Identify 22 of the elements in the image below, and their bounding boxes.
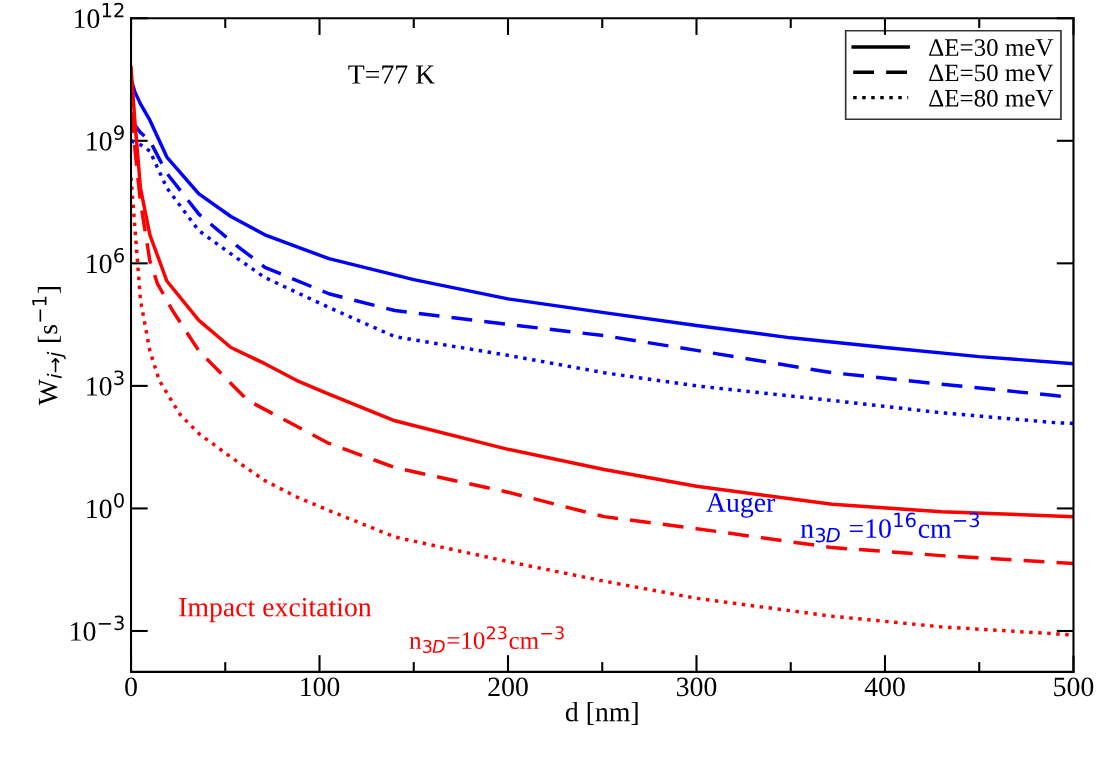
x-tick-label: 500 [1054,677,1094,697]
annotation: ΔE=30 meV [929,39,1054,57]
x-axis-title: d [nm] [565,701,638,725]
annotation: n$_{3D}$=10$^{23}$cm$^{−3}$ [409,626,564,654]
x-tick-label: 300 [676,677,717,697]
y-axis-title: W$_{i→j}$ [s$^{−1}$] [32,287,66,406]
annotation: Auger [706,493,776,518]
y-tick-label: 10$^{0}$ [87,492,124,519]
annotation: ΔE=80 meV [929,89,1054,107]
x-tick-label: 100 [301,677,340,697]
y-tick-label: 10$^{3}$ [87,370,124,396]
x-tick-label: 0 [125,677,137,697]
annotation: Impact excitation [179,597,372,623]
y-tick-label: 10$^{12}$ [74,2,124,29]
y-tick-label: 10$^{−3}$ [71,615,124,641]
x-tick-label: 200 [488,677,528,697]
x-tick-label: 400 [864,677,905,697]
y-tick-label: 10$^{6}$ [87,247,124,274]
y-tick-label: 10$^{9}$ [87,125,124,151]
annotation: n$_{3D}$ =10$^{16}$cm$^{−3}$ [800,512,980,543]
annotation: ΔE=50 meV [929,64,1054,82]
annotation: T=77 K [348,65,435,84]
